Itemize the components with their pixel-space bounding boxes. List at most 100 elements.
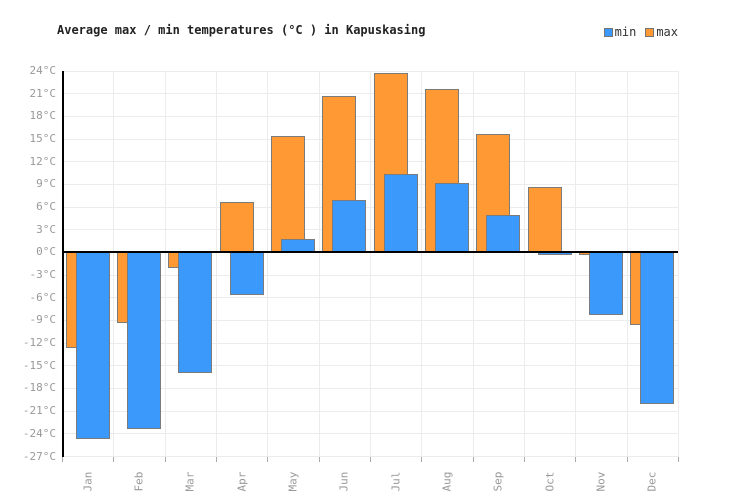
x-axis-label-Jan: Jan <box>68 463 108 501</box>
x-axis-label-Nov: Nov <box>581 463 621 501</box>
x-axis-tick-mark <box>62 456 63 462</box>
horizontal-gridline <box>62 183 678 185</box>
legend-label-min: min <box>614 25 637 39</box>
y-axis-tick-label: -9°C <box>29 313 57 327</box>
horizontal-gridline <box>62 319 678 321</box>
x-axis-tick-mark <box>626 456 628 462</box>
x-axis-label-Aug: Aug <box>427 463 467 501</box>
x-axis-label-Apr: Apr <box>222 463 262 501</box>
x-axis-tick-mark <box>318 456 320 462</box>
x-axis-label-Oct: Oct <box>530 463 570 501</box>
vertical-gridline <box>113 71 115 457</box>
bar-min-Jan <box>75 252 110 440</box>
horizontal-gridline <box>62 365 678 367</box>
y-axis-tick-label: 15°C <box>29 132 57 146</box>
horizontal-gridline <box>62 342 678 344</box>
vertical-gridline <box>318 71 320 457</box>
x-axis-label-Mar: Mar <box>170 463 210 501</box>
bar-min-Feb <box>127 252 161 430</box>
y-axis-tick-label: 18°C <box>29 109 57 123</box>
y-axis-tick-label: -6°C <box>29 290 57 304</box>
vertical-gridline <box>370 71 371 457</box>
y-axis-tick-label: 12°C <box>29 154 57 168</box>
y-axis-tick-label: 6°C <box>36 200 56 214</box>
horizontal-gridline <box>62 274 678 276</box>
vertical-gridline <box>626 71 628 457</box>
x-axis-label-text: May <box>286 471 300 492</box>
x-axis-label-Jun: Jun <box>324 463 364 501</box>
x-axis-tick-mark <box>524 456 525 462</box>
horizontal-gridline <box>62 229 678 231</box>
y-axis-tick-label: -15°C <box>22 358 56 372</box>
x-axis-label-text: Mar <box>183 471 197 492</box>
max-series-swatch-icon <box>645 27 655 37</box>
legend: min max <box>603 25 678 39</box>
bar-max-May <box>271 136 305 253</box>
x-axis-label-Dec: Dec <box>632 463 672 501</box>
bar-min-Jul <box>383 173 418 253</box>
x-axis-tick-mark <box>421 456 423 462</box>
vertical-gridline <box>575 71 577 457</box>
horizontal-gridline <box>62 138 678 140</box>
zero-axis-line <box>62 251 678 254</box>
horizontal-gridline <box>62 433 678 435</box>
y-axis-tick-label: 3°C <box>36 222 56 236</box>
bar-min-Aug <box>435 182 469 253</box>
vertical-gridline <box>472 71 474 457</box>
min-series-swatch-icon <box>603 27 613 37</box>
x-axis-tick-mark <box>370 456 371 462</box>
x-axis-label-text: Jul <box>389 471 403 492</box>
y-axis-tick-label: 9°C <box>36 177 56 191</box>
vertical-gridline <box>524 71 525 457</box>
bar-max-Apr <box>219 201 254 253</box>
vertical-gridline <box>678 71 679 457</box>
x-axis-label-Feb: Feb <box>119 463 159 501</box>
x-axis-tick-mark <box>575 456 577 462</box>
horizontal-gridline <box>62 115 678 117</box>
x-axis-label-May: May <box>273 463 313 501</box>
legend-item-min: min <box>603 25 637 39</box>
x-axis-tick-mark <box>164 456 166 462</box>
x-axis-label-text: Apr <box>235 471 249 492</box>
x-axis-label-text: Dec <box>645 471 659 492</box>
x-axis-label-text: Nov <box>594 471 608 492</box>
horizontal-gridline <box>62 410 678 412</box>
vertical-gridline <box>421 71 423 457</box>
bar-min-May <box>281 238 315 253</box>
vertical-gridline <box>216 71 217 457</box>
y-axis-tick-label: 24°C <box>29 64 57 77</box>
y-axis-tick-label: 0°C <box>36 245 56 259</box>
x-axis-tick-mark <box>678 456 679 462</box>
vertical-gridline <box>267 71 269 457</box>
y-axis-tick-label: -18°C <box>22 381 56 395</box>
x-axis-tick-mark <box>472 456 474 462</box>
y-axis-tick-label: 21°C <box>29 86 57 100</box>
horizontal-gridline <box>62 161 678 163</box>
bar-max-Oct <box>527 187 562 253</box>
x-axis-label-Jul: Jul <box>376 463 416 501</box>
bar-min-Sep <box>486 214 521 253</box>
horizontal-gridline <box>62 70 678 72</box>
y-axis-tick-label: -24°C <box>22 426 56 440</box>
y-axis-line <box>62 71 64 457</box>
horizontal-gridline <box>62 93 678 95</box>
x-axis-label-text: Jun <box>337 471 351 492</box>
horizontal-gridline <box>62 387 678 389</box>
x-axis-tick-mark <box>113 456 115 462</box>
legend-item-max: max <box>645 25 678 39</box>
x-axis-label-text: Aug <box>440 471 454 492</box>
y-axis-tick-label: -21°C <box>22 404 56 418</box>
x-axis-label-text: Oct <box>543 471 557 492</box>
bar-min-Apr <box>229 252 264 295</box>
y-axis-tick-label: -27°C <box>22 449 56 463</box>
bar-min-Nov <box>589 252 623 316</box>
bar-min-Jun <box>332 199 367 253</box>
y-axis-tick-label: -3°C <box>29 268 57 282</box>
y-axis-tick-label: -12°C <box>22 336 56 350</box>
x-axis-label-text: Jan <box>81 471 95 492</box>
horizontal-gridline <box>62 297 678 299</box>
x-axis-label-text: Sep <box>491 471 505 492</box>
bar-min-Dec <box>640 252 675 404</box>
